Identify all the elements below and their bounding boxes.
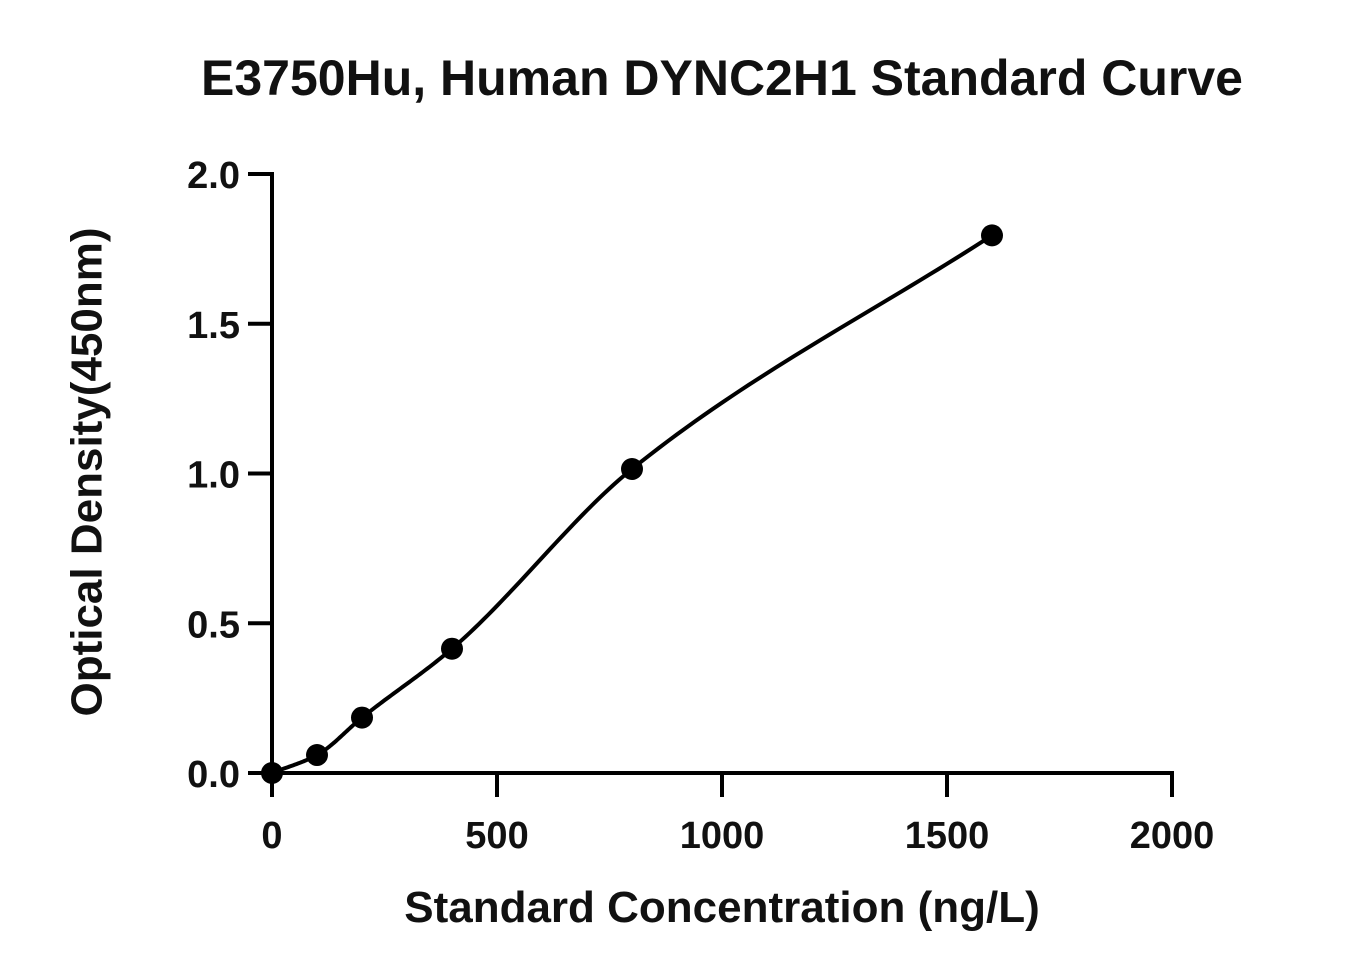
x-tick-label: 500 [465, 815, 528, 857]
data-point [261, 762, 283, 784]
axes [248, 172, 1174, 797]
data-point [621, 458, 643, 481]
y-tick-label: 0.0 [187, 754, 240, 796]
y-tick-label: 1.5 [187, 305, 240, 347]
x-tick-label: 2000 [1130, 815, 1215, 857]
y-tick-label: 0.5 [187, 604, 240, 646]
data-points [261, 224, 1003, 784]
x-tick-label: 1500 [905, 815, 990, 857]
fit-curve-layer [271, 233, 994, 775]
fit-curve-line [271, 233, 994, 775]
tick-labels: 0 500 1000 1500 2000 0.0 0.5 1.0 1.5 2.0 [187, 155, 1214, 857]
data-point [441, 637, 463, 660]
data-point [351, 706, 373, 729]
chart-title: E3750Hu, Human DYNC2H1 Standard Curve [201, 50, 1243, 106]
y-tick-label: 1.0 [187, 455, 240, 497]
data-point [981, 224, 1003, 247]
x-tick-label: 1000 [680, 815, 765, 857]
x-axis-label: Standard Concentration (ng/L) [404, 883, 1040, 932]
data-point [306, 744, 328, 767]
x-tick-label: 0 [261, 815, 282, 857]
y-tick-label: 2.0 [187, 155, 240, 197]
y-axis-label-group: Optical Density(450nm) [63, 227, 112, 716]
y-axis-label: Optical Density(450nm) [63, 227, 112, 716]
